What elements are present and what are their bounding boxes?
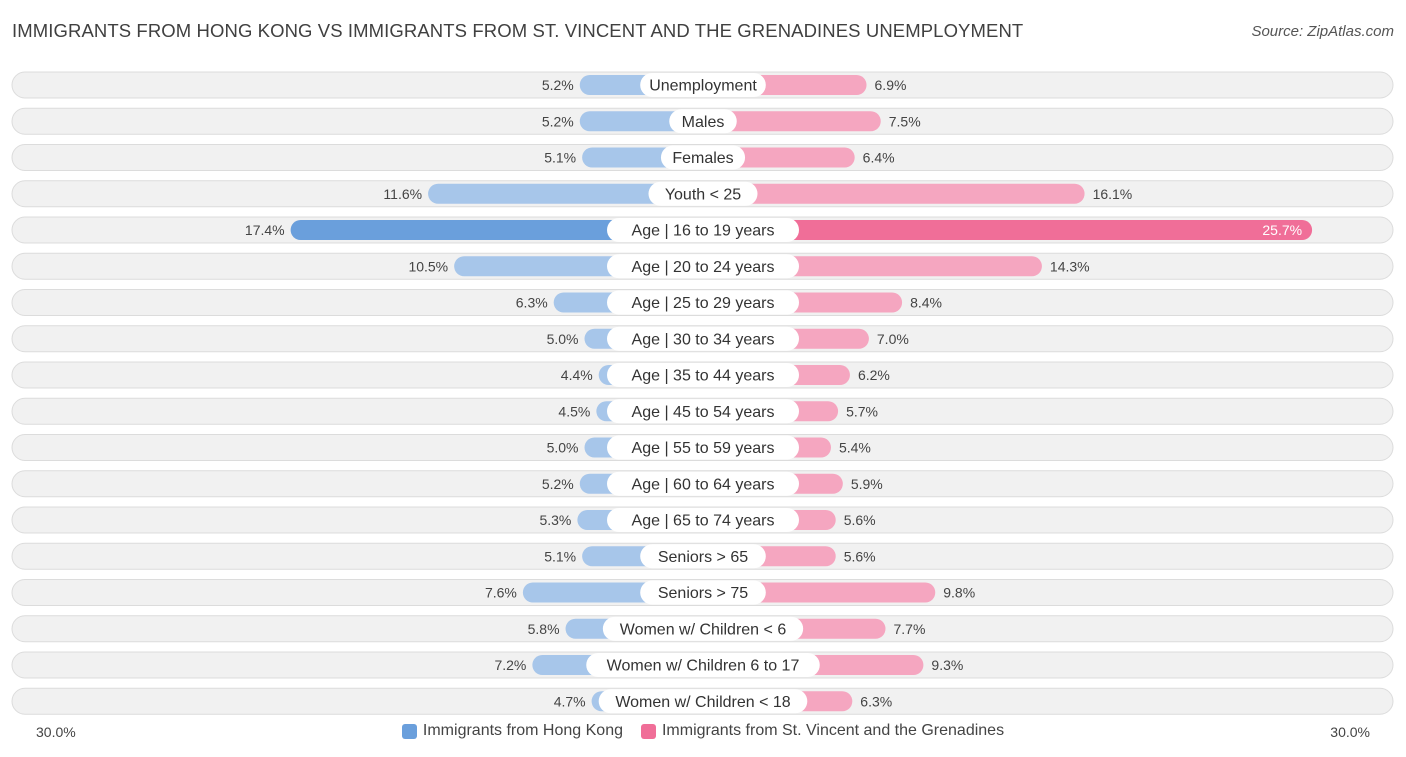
category-pill — [607, 471, 799, 496]
legend: Immigrants from Hong Kong Immigrants fro… — [0, 722, 1406, 740]
category-pill — [607, 218, 799, 242]
value-label-hong-kong: 4.4% — [561, 367, 593, 383]
bar-st-vincent — [703, 111, 881, 132]
category-pill — [640, 544, 766, 569]
value-label-hong-kong: 5.8% — [528, 621, 560, 637]
category-label: Age | 35 to 44 years — [632, 368, 775, 385]
category-pill — [640, 73, 766, 97]
value-label-hong-kong: 11.6% — [383, 186, 422, 202]
value-label-hong-kong: 5.3% — [539, 512, 571, 528]
bar-st-vincent — [703, 220, 1313, 240]
category-label: Age | 45 to 54 years — [632, 404, 775, 421]
value-label-hong-kong: 6.3% — [516, 295, 548, 311]
value-label-st-vincent: 9.3% — [931, 657, 963, 673]
category-label: Youth < 25 — [665, 186, 741, 203]
value-label-hong-kong: 5.0% — [547, 440, 579, 456]
value-label-st-vincent: 5.6% — [844, 548, 876, 564]
category-pill — [669, 109, 737, 134]
legend-item-hong-kong[interactable]: Immigrants from Hong Kong — [401, 722, 623, 740]
category-pill — [640, 580, 766, 605]
value-label-st-vincent: 5.9% — [851, 476, 883, 492]
value-label-st-vincent: 5.7% — [846, 403, 878, 419]
category-label: Unemployment — [649, 78, 757, 95]
value-label-st-vincent: 7.5% — [889, 113, 921, 129]
diverging-bar-chart: 5.2% 6.9% Unemployment 5.2% 7.5% Males 5.1% 6.4… — [11, 71, 1394, 715]
category-label: Males — [682, 114, 725, 131]
category-pill — [607, 508, 799, 532]
category-pill — [660, 145, 746, 170]
category-label: Age | 60 to 64 years — [632, 476, 775, 493]
value-label-hong-kong: 5.2% — [542, 77, 574, 93]
value-label-st-vincent: 9.8% — [943, 585, 975, 601]
category-pill — [607, 326, 799, 351]
category-pill — [607, 435, 799, 460]
value-label-st-vincent: 8.4% — [910, 295, 942, 311]
legend-label-hong-kong: Immigrants from Hong Kong — [422, 722, 623, 739]
category-pill — [607, 254, 799, 279]
category-label: Age | 55 to 59 years — [632, 440, 775, 457]
category-pill — [586, 653, 820, 677]
value-label-st-vincent: 6.4% — [863, 150, 895, 166]
category-label: Women w/ Children < 6 — [620, 621, 787, 638]
category-pill — [607, 399, 799, 424]
legend-swatch-hong-kong — [401, 723, 417, 739]
category-label: Age | 16 to 19 years — [632, 223, 775, 240]
category-pill — [607, 363, 799, 387]
value-label-st-vincent: 5.4% — [839, 440, 871, 456]
source-label: Source: ZipAtlas.com — [1251, 23, 1394, 40]
legend-swatch-st-vincent — [640, 723, 656, 739]
category-pill — [607, 290, 799, 315]
category-label: Seniors > 65 — [658, 549, 748, 566]
value-label-hong-kong: 5.0% — [547, 331, 579, 347]
value-label-hong-kong: 4.7% — [554, 693, 586, 709]
category-label: Women w/ Children 6 to 17 — [607, 658, 800, 675]
value-label-hong-kong: 17.4% — [245, 222, 285, 238]
category-label: Age | 30 to 34 years — [632, 331, 775, 348]
value-label-hong-kong: 5.2% — [542, 476, 574, 492]
category-pill — [648, 181, 758, 206]
value-label-hong-kong: 4.5% — [558, 403, 590, 419]
value-label-hong-kong: 5.1% — [544, 548, 576, 564]
value-label-st-vincent: 25.7% — [1262, 222, 1302, 238]
value-label-hong-kong: 10.5% — [408, 258, 448, 274]
chart-title: IMMIGRANTS FROM HONG KONG VS IMMIGRANTS … — [12, 20, 1024, 41]
category-label: Women w/ Children < 18 — [615, 694, 790, 711]
axis-left-label: 30.0% — [36, 724, 76, 740]
value-label-st-vincent: 7.0% — [877, 331, 909, 347]
value-label-st-vincent: 6.3% — [860, 693, 892, 709]
value-label-st-vincent: 7.7% — [893, 621, 925, 637]
bar-hong-kong — [428, 183, 703, 204]
bar-st-vincent — [703, 183, 1085, 204]
value-label-hong-kong: 5.2% — [542, 113, 574, 129]
category-label: Females — [672, 150, 733, 167]
value-label-st-vincent: 5.6% — [844, 512, 876, 528]
value-label-st-vincent: 6.9% — [875, 77, 907, 93]
legend-label-st-vincent: Immigrants from St. Vincent and the Gren… — [661, 722, 1005, 739]
category-label: Seniors > 75 — [658, 585, 748, 602]
category-pill — [598, 689, 808, 714]
value-label-st-vincent: 6.2% — [858, 367, 890, 383]
value-label-hong-kong: 7.6% — [485, 585, 517, 601]
value-label-st-vincent: 16.1% — [1093, 186, 1133, 202]
value-label-st-vincent: 14.3% — [1050, 258, 1090, 274]
value-label-hong-kong: 5.1% — [544, 150, 576, 166]
legend-item-st-vincent[interactable]: Immigrants from St. Vincent and the Gren… — [640, 722, 1005, 740]
category-label: Age | 20 to 24 years — [632, 259, 775, 276]
bar-hong-kong — [290, 220, 703, 240]
value-label-hong-kong: 7.2% — [494, 657, 526, 673]
axis-right-label: 30.0% — [1330, 724, 1370, 740]
category-label: Age | 25 to 29 years — [632, 295, 775, 312]
category-pill — [602, 616, 804, 641]
category-label: Age | 65 to 74 years — [632, 513, 775, 530]
